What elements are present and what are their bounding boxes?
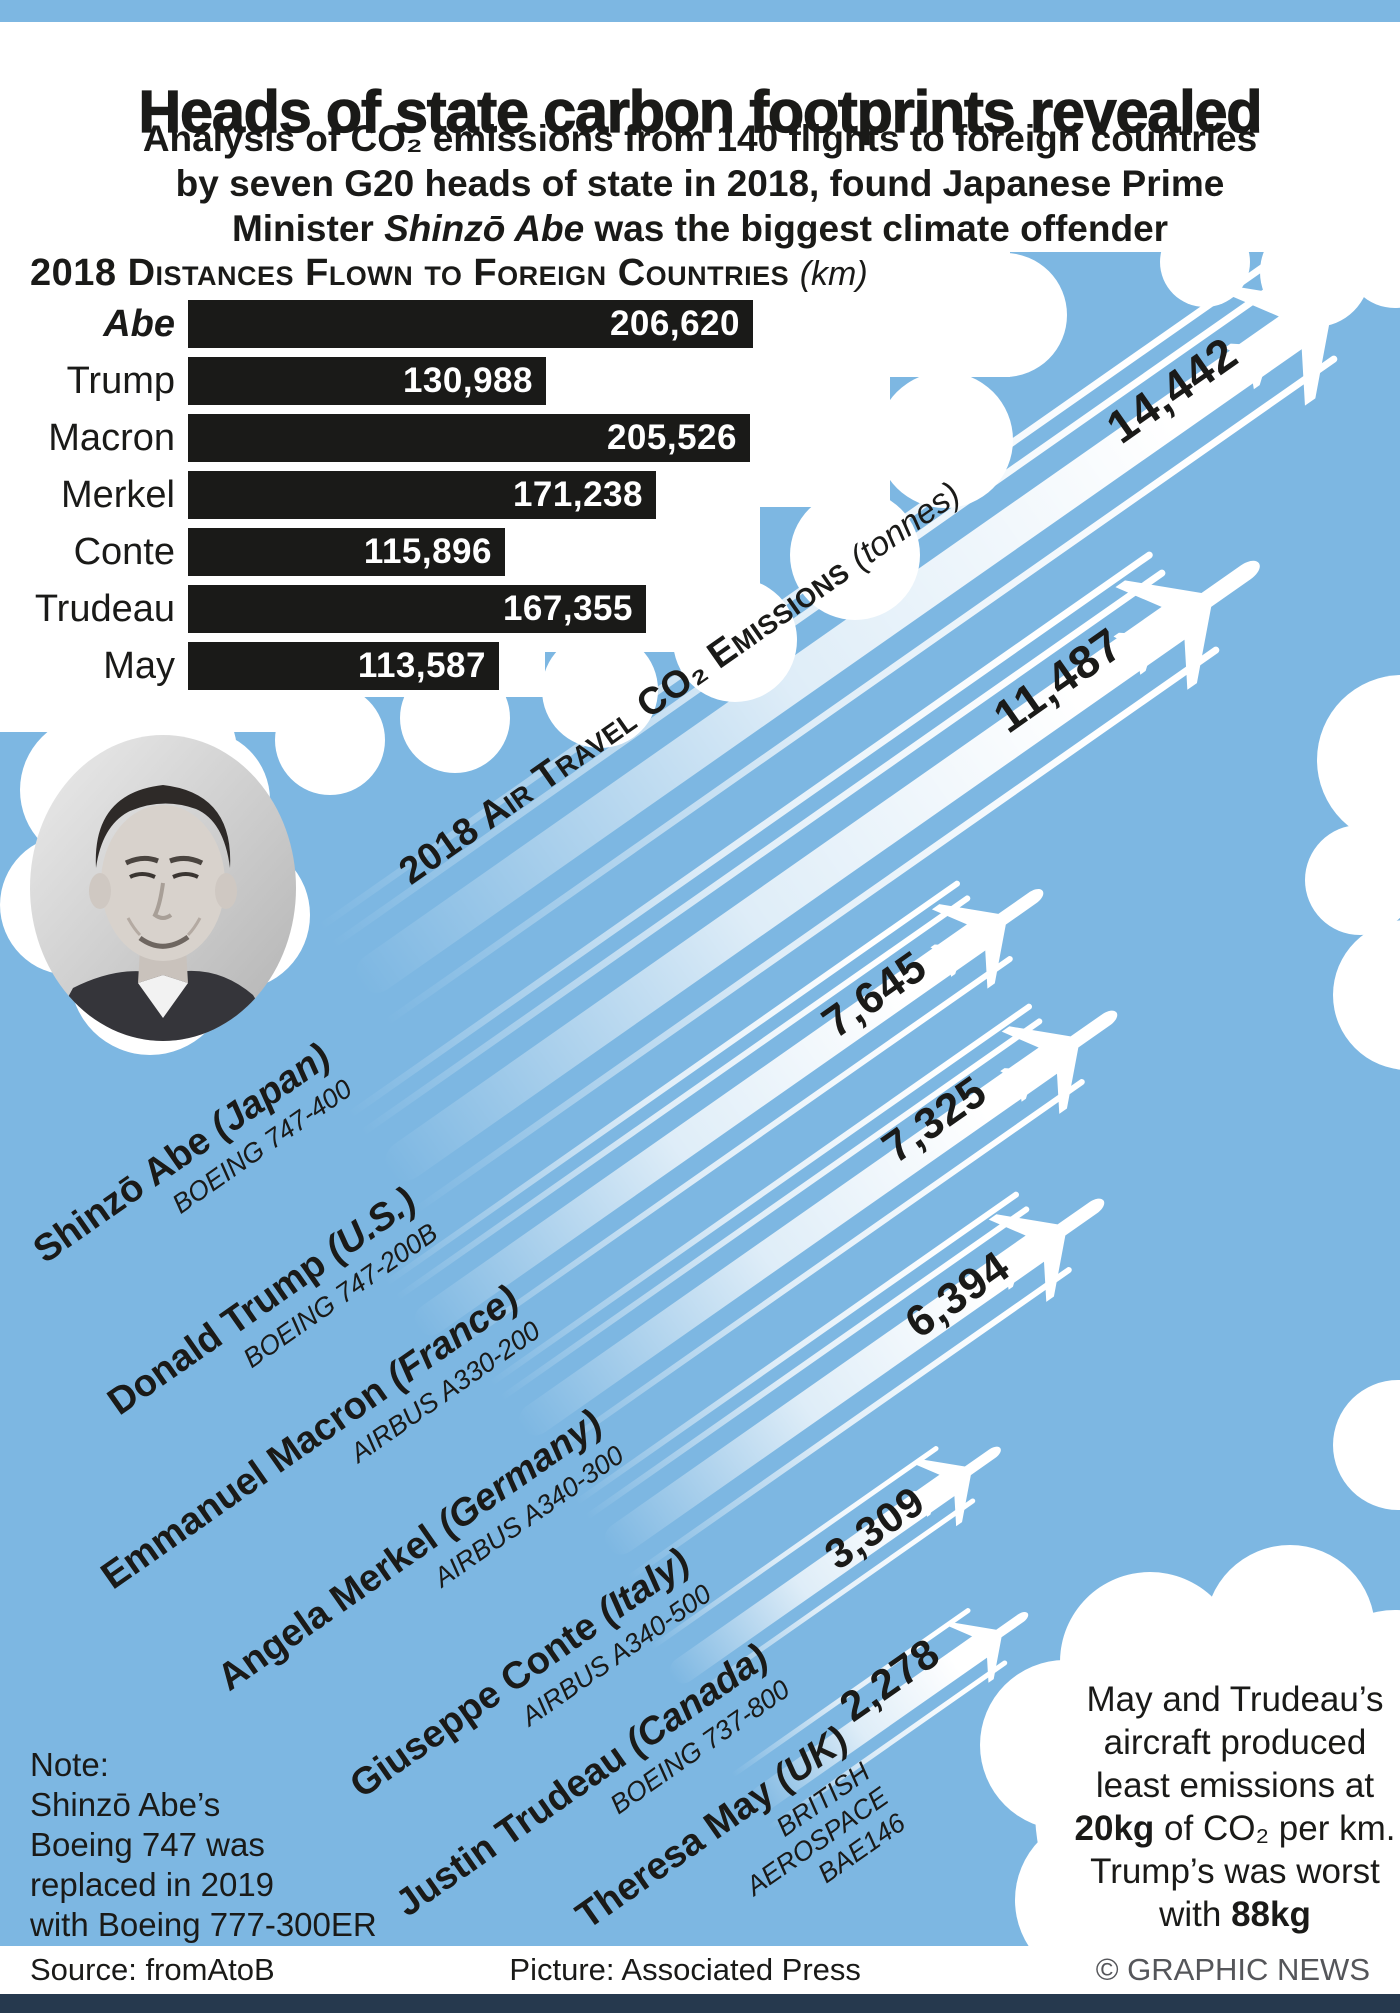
picture-credit: Picture: Associated Press [509,1952,861,1987]
bar-row-may: May 113,587 [0,642,499,690]
airplane-icon-trump [1070,488,1314,732]
distance-bar: 171,238 [188,471,656,519]
cloud [1333,920,1400,1070]
airplane-icon-trudeau [884,1402,1034,1552]
distance-bar: 115,896 [188,528,505,576]
bar-value: 205,526 [606,418,737,457]
bar-label: May [103,644,175,687]
subtitle-line-3: Minister Shinzō Abe was the biggest clim… [231,208,1169,249]
subtitle-line-2: by seven G20 heads of state in 2018, fou… [175,163,1225,204]
cloud [943,253,1067,377]
bar-label: Trudeau [34,587,175,630]
bar-label: Conte [73,530,175,573]
airplane-icon-may [924,1572,1058,1706]
bar-value: 206,620 [609,304,740,343]
note: Note: Shinzō Abe’s Boeing 747 was replac… [30,1746,377,1943]
bar-row-macron: Macron 205,526 [0,414,750,462]
page-title: Heads of state carbon footprints reveale… [138,78,1263,145]
bar-row-merkel: Merkel 171,238 [0,471,656,519]
airplane-icon-abe [1178,187,1400,452]
leader-label-macron: Emmanuel Macron (France) AIRBUS A330-200 [94,1278,546,1627]
bar-value: 115,896 [363,532,492,571]
footer: Source: fromAtoB Picture: Associated Pre… [0,1946,1400,1994]
cloud [275,685,385,795]
bar-value: 171,238 [512,475,643,514]
distances-chart-title: 2018 Distances Flown to Foreign Countrie… [30,252,868,294]
bar-label: Macron [48,416,175,459]
bar-value: 130,988 [402,361,533,400]
bar-row-trudeau: Trudeau 167,355 [0,585,646,633]
distance-bar: 205,526 [188,414,750,462]
bar-label: Trump [66,359,175,402]
airplane-icon-macron [897,833,1085,1021]
distance-bar: 113,587 [188,642,499,690]
bar-value: 113,587 [357,646,486,685]
cloud [0,22,1400,252]
bar-label: Merkel [60,473,175,516]
cloud [1333,1380,1400,1510]
distance-bar: 206,620 [188,300,753,348]
distance-bar: 130,988 [188,357,546,405]
bar-value: 167,355 [502,589,633,628]
airplane-icon-conte [953,1141,1148,1336]
subtitle-line-1: Analysis of CO₂ emissions from 140 fligh… [142,118,1258,159]
bar-row-abe: Abe 206,620 [0,300,753,348]
source-credit: Source: fromAtoB [30,1952,275,1987]
cloud [1317,675,1400,845]
graphic-news-credit: © GRAPHIC NEWS [1095,1952,1370,1987]
subtitle: Analysis of CO₂ emissions from 140 fligh… [0,116,1400,251]
bar-label: Abe [103,302,175,345]
bar-row-conte: Conte 115,896 [0,528,505,576]
cloud [1305,825,1400,935]
bar-row-trump: Trump 130,988 [0,357,546,405]
abe-photo [28,733,298,1043]
callout: May and Trudeau’s aircraft produced leas… [1074,1680,1396,1934]
airplane-icon-merkel [966,953,1161,1148]
bottom-bar [0,1994,1400,2013]
distance-bar: 167,355 [188,585,646,633]
